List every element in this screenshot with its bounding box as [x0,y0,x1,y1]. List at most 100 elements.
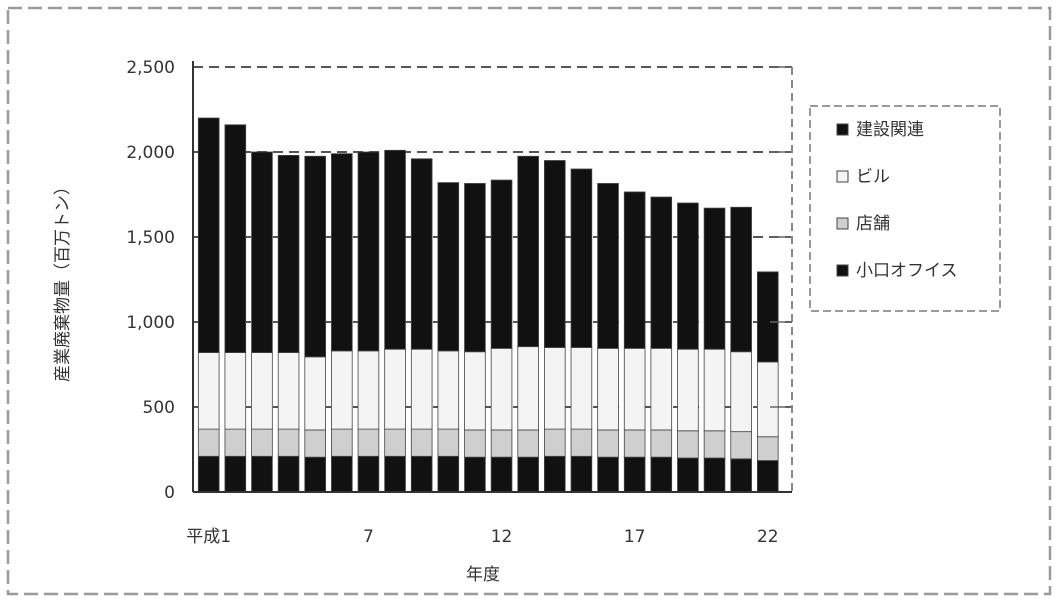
bar-segment-1 [304,456,326,493]
x-tick-label: 7 [363,527,374,547]
bars [197,117,779,493]
bar-segment-3 [730,351,752,433]
bar-segment-1 [437,455,460,493]
x-axis-label: 年度 [466,565,500,585]
legend-label: ビル [856,167,890,187]
bar-segment-2 [517,429,539,458]
y-tick-label: 1,500 [126,228,175,248]
x-tick-label: 22 [757,527,779,547]
bar-segment-1 [570,455,593,493]
bar-segment-2 [464,429,486,458]
bar-segment-1 [464,456,486,493]
y-tick-label: 1,000 [126,313,175,333]
bar-segment-3 [517,346,539,431]
bar-segment-2 [730,431,752,460]
bar-segment-2 [224,428,247,457]
bar-segment-4 [410,158,433,350]
bar-segment-1 [650,456,673,493]
bar-segment-3 [490,347,513,431]
axes [192,61,793,493]
bar-segment-3 [544,347,566,430]
bar-segment-2 [384,428,406,457]
bar-segment-1 [677,457,699,493]
y-axis-label: 産業廃棄物量（百万トン） [53,178,73,382]
bar-segment-4 [384,149,406,350]
bar-segment-2 [251,428,273,457]
bar-segment-4 [623,191,646,349]
bar-segment-4 [544,160,566,348]
bar-segment-3 [197,352,220,430]
bar-segment-1 [277,455,300,493]
bar-segment-2 [197,428,220,457]
bar-segment-2 [544,428,566,457]
bar-segment-4 [277,154,300,353]
bar-segment-4 [597,183,619,349]
bar-segment-1 [384,455,406,493]
bar-segment-4 [730,206,752,353]
bar-segment-1 [623,456,646,493]
bar-segment-1 [597,456,619,493]
bar-segment-4 [650,196,673,349]
legend-label: 小口オフイス [856,261,958,281]
bar-segment-3 [650,347,673,431]
bar-segment-4 [517,155,539,348]
bar-segment-2 [756,436,779,461]
bar-segment-3 [570,347,593,430]
bar-segment-1 [730,458,752,493]
bar-segment-1 [357,455,380,493]
bar-segment-1 [410,455,433,493]
bar-segment-2 [597,429,619,458]
bar-segment-3 [384,348,406,430]
x-tick-label: 平成1 [186,527,231,547]
y-tick-label: 500 [143,398,175,418]
bar-segment-4 [331,153,353,352]
bar-segment-4 [224,124,247,354]
bar-segment-4 [437,182,460,352]
bar-segment-3 [304,356,326,431]
x-tick-labels: 平成1 7 12 17 22 [186,527,778,547]
bar-segment-2 [357,428,380,457]
bar-segment-1 [490,456,513,493]
bar-segment-3 [331,350,353,430]
bar-segment-1 [224,455,247,493]
bar-segment-2 [703,430,726,459]
bar-segment-2 [277,428,300,457]
bar-segment-2 [304,429,326,458]
bar-segment-3 [357,350,380,430]
bar-segment-3 [277,352,300,430]
bar-segment-1 [544,455,566,493]
legend-label: 店舗 [856,214,890,234]
bar-segment-4 [570,168,593,348]
y-tick-labels: 0 500 1,000 1,500 2,000 2,500 [126,58,175,503]
bar-segment-3 [437,350,460,430]
bar-segment-2 [677,430,699,459]
bar-segment-2 [331,428,353,457]
legend-box [809,105,1001,312]
bar-segment-4 [490,179,513,349]
legend-label: 建設関連 [856,120,924,140]
bar-segment-2 [490,429,513,458]
bar-segment-2 [650,429,673,458]
bar-segment-1 [251,455,273,493]
bar-segment-4 [677,202,699,350]
bar-segment-4 [357,151,380,352]
bar-segment-3 [677,348,699,432]
bar-segment-2 [437,428,460,457]
y-tick-label: 0 [164,483,175,503]
bar-segment-1 [703,457,726,493]
bar-segment-2 [623,429,646,458]
bar-segment-3 [464,351,486,431]
bar-segment-3 [597,347,619,431]
bar-segment-4 [251,151,273,354]
bar-segment-3 [756,361,779,438]
bar-segment-3 [251,352,273,430]
bar-segment-1 [331,455,353,493]
bar-segment-1 [517,456,539,493]
bar-segment-2 [410,428,433,457]
bar-segment-4 [304,155,326,358]
bar-segment-2 [570,428,593,457]
x-tick-label: 12 [491,527,513,547]
